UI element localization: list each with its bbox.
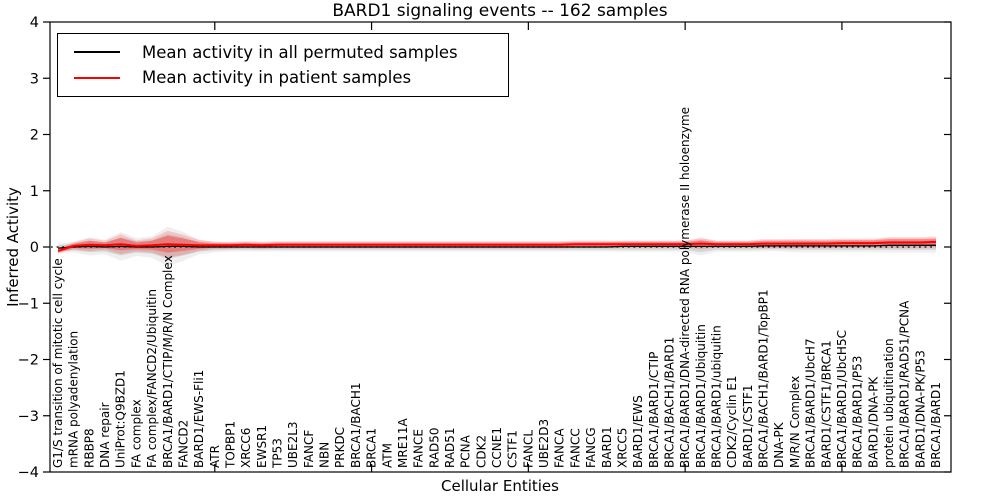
category-label: BRCA1/BARD1/RAD51/PCNA [898,300,912,468]
category-label: FA complex [129,399,143,468]
legend-label-patient: Mean activity in patient samples [142,68,412,88]
category-label: RBBP8 [82,428,96,468]
category-label: BRCA1/BARD1/CTIP [647,352,661,468]
chart-title: BARD1 signaling events -- 162 samples [332,1,668,21]
category-label: CDK2/Cyclin E1 [725,375,739,468]
category-label: BRCA1/BARD1/DNA-directed RNA polymerase … [678,107,692,468]
category-label: FANCL [521,430,535,468]
category-label: BRCA1/BARD1/Ubiquitin [694,324,708,468]
category-label: FA complex/FANCD2/Ubiquitin [145,289,159,468]
category-label: BARD1/CSTF1 [741,384,755,468]
category-label: BRCA1/BARD1/CTIP/M/R/N Complex [161,255,175,468]
legend-entry-patient: Mean activity in patient samples [58,68,508,87]
category-label: BRCA1/BARD1/ubiquitin [710,325,724,468]
category-labels: G1/S transition of mitotic cell cycle mRN… [51,107,943,469]
category-label: mRNA polyadenylation [67,331,81,468]
category-label: FANCA [553,428,567,468]
category-label: CDK2 [474,435,488,468]
legend-box: Mean activity in all permuted samples Me… [57,33,509,97]
permuted-line-swatch [74,51,120,54]
category-label: FANCE [412,429,426,468]
y-tick-label: 2 [30,128,39,144]
category-label: MRE11A [396,417,410,468]
category-label: NBN [318,442,332,468]
category-label: FANCF [302,430,316,468]
category-label: PRKDC [333,427,347,468]
category-label: BARD1/DNA-PK [866,376,880,468]
category-label: EWSR1 [255,425,269,468]
y-tick-label: −3 [18,409,39,425]
patient-mean-line [57,240,937,252]
y-axis: −4 −3 −2 −1 0 1 2 3 4 [18,15,951,481]
y-tick-label: −4 [18,465,39,481]
legend-entry-permuted: Mean activity in all permuted samples [58,43,508,62]
category-label: BRCA1/BACH1/BARD1 [663,337,677,468]
y-tick-label: −2 [18,353,39,369]
x-axis-label: Cellular Entities [441,477,559,495]
category-label: CCNE1 [490,427,504,468]
category-label: BARD1/DNA-PK/P53 [913,350,927,468]
y-tick-label: −1 [18,296,39,312]
y-axis-label: Inferred Activity [4,187,22,307]
category-label: RAD50 [427,427,441,468]
category-label: BRCA1/BACH1 [349,382,363,468]
category-label: M/R/N Complex [788,376,802,468]
category-label: ATM [380,443,394,468]
category-label: ATR [208,445,222,468]
y-tick-label: 3 [30,71,39,87]
category-label: DNA-PK [772,421,786,468]
category-label: XRCC5 [615,428,629,468]
category-label: UBE2D3 [537,419,551,468]
category-label: BARD1/EWS [631,395,645,468]
category-label: FANCD2 [176,420,190,468]
category-label: TP53 [271,438,285,469]
category-label: FANCG [584,427,598,468]
category-label: FANCC [568,428,582,468]
y-tick-label: 4 [30,15,39,31]
category-label: BRCA1/BACH1/BARD1/TopBP1 [757,289,771,468]
category-label: BRCA1/BARD1/UbcH5C [835,330,849,468]
category-label: BARD1/EWS-Fli1 [192,370,206,468]
patient-line-swatch [74,76,120,79]
category-label: UBE2L3 [286,421,300,468]
category-label: UniProt:Q9BZD1 [114,370,128,468]
category-label: G1/S transition of mitotic cell cycle [51,258,65,468]
category-label: DNA repair [98,402,112,468]
category-label: protein ubiquitination [882,338,896,468]
category-label: PCNA [459,434,473,468]
category-label: BARD1 [600,426,614,468]
permuted-mean-line [57,244,936,249]
category-label: BARD1/CSTF1/BRCA1 [819,340,833,468]
category-label: BRCA1/BARD1/UbcH7 [804,338,818,468]
category-label: RAD51 [443,427,457,468]
x-axis [214,22,843,472]
category-label: BRCA1 [365,428,379,468]
category-label: CSTF1 [506,430,520,468]
category-label: BRCA1/BARD1/P53 [851,356,865,468]
category-label: BRCA1/BARD1 [929,382,943,468]
category-label: XRCC6 [239,428,253,468]
legend-label-permuted: Mean activity in all permuted samples [142,42,458,62]
y-tick-label: 1 [30,184,39,200]
y-tick-label: 0 [30,240,39,256]
category-label: TOPBP1 [224,421,238,469]
